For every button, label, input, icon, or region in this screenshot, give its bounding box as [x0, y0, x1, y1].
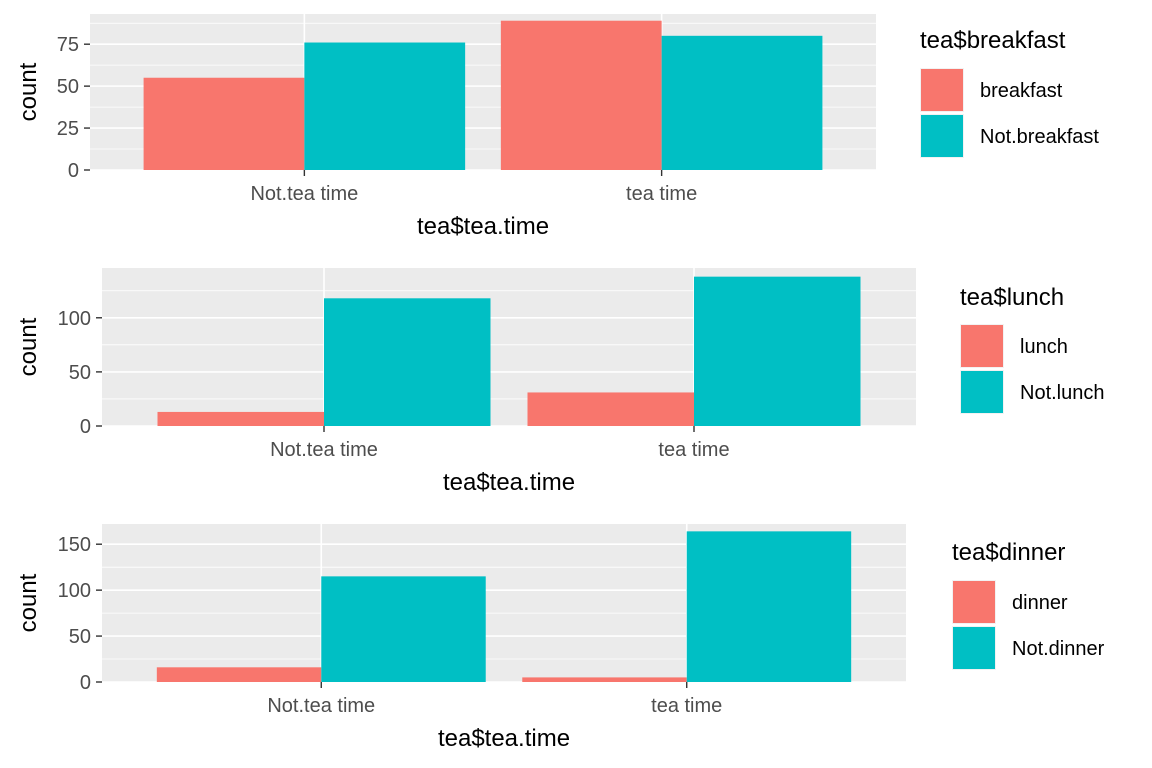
y-tick-label: 0	[80, 672, 91, 694]
y-axis-title: count	[15, 573, 42, 632]
x-tick-label: Not.tea time	[267, 695, 375, 717]
y-tick-label: 75	[57, 34, 79, 56]
y-tick-label: 100	[58, 308, 91, 330]
y-tick-label: 25	[57, 118, 79, 140]
x-tick-label: tea time	[626, 183, 697, 205]
chart-panel-1: 0 25 50 75 Not.tea time tea time tea$tea.time c…	[15, 14, 1099, 240]
x-axis-title: tea$tea.time	[443, 469, 575, 496]
bar-lunch-2	[527, 392, 694, 426]
bar-not-dinner-2	[686, 531, 852, 682]
legend: tea$dinner dinner Not.dinner	[952, 539, 1105, 670]
y-axis-title: count	[15, 317, 42, 376]
y-tick-label: 150	[58, 534, 91, 556]
x-tick-label: tea time	[658, 439, 729, 461]
y-tick-label: 50	[57, 76, 79, 98]
bar-not-dinner-1	[321, 576, 486, 682]
legend-swatch	[921, 115, 963, 157]
bar-not-breakfast-1	[304, 42, 466, 170]
y-tick-label: 100	[58, 580, 91, 602]
legend-label: breakfast	[980, 80, 1063, 102]
legend-swatch	[953, 581, 995, 623]
legend-label: dinner	[1012, 592, 1068, 614]
legend-swatch	[961, 325, 1003, 367]
legend-label: Not.dinner	[1012, 638, 1105, 660]
legend-title: tea$dinner	[952, 539, 1065, 566]
legend: tea$breakfast breakfast Not.breakfast	[920, 27, 1099, 158]
y-tick-label: 0	[68, 160, 79, 182]
legend-swatch	[921, 69, 963, 111]
bar-lunch-1	[157, 411, 324, 426]
legend-label: lunch	[1020, 336, 1068, 358]
chart-panel-2: 0 50 100 Not.tea time tea time tea$tea.time co…	[15, 268, 1105, 496]
x-tick-label: tea time	[651, 695, 722, 717]
bar-not-lunch-1	[324, 298, 491, 426]
x-tick-label: Not.tea time	[270, 439, 378, 461]
legend-title: tea$breakfast	[920, 27, 1066, 54]
bar-dinner-1	[156, 667, 322, 682]
y-tick-label: 50	[69, 362, 91, 384]
legend-label: Not.lunch	[1020, 382, 1105, 404]
x-axis-title: tea$tea.time	[417, 213, 549, 240]
legend-title: tea$lunch	[960, 284, 1064, 311]
bar-not-breakfast-2	[661, 35, 823, 170]
y-tick-label: 50	[69, 626, 91, 648]
y-axis-title: count	[15, 62, 42, 121]
legend: tea$lunch lunch Not.lunch	[960, 284, 1105, 414]
bar-breakfast-1	[143, 77, 305, 170]
y-tick-label: 0	[80, 416, 91, 438]
bar-dinner-2	[522, 677, 687, 682]
chart-panel-3: 0 50 100 150 Not.tea time tea time tea$tea.tim…	[15, 524, 1105, 752]
legend-swatch	[953, 627, 995, 669]
x-axis-title: tea$tea.time	[438, 725, 570, 752]
legend-label: Not.breakfast	[980, 126, 1099, 148]
legend-swatch	[961, 371, 1003, 413]
x-tick-label: Not.tea time	[250, 183, 358, 205]
bar-not-lunch-2	[694, 276, 861, 426]
bar-breakfast-2	[500, 20, 662, 171]
